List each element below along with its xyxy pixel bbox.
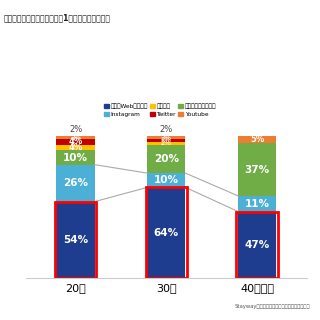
Text: 2%: 2% <box>161 140 172 146</box>
Text: 64%: 64% <box>154 228 179 238</box>
Text: 10%: 10% <box>63 153 88 163</box>
Bar <box>147 145 186 173</box>
Bar <box>57 136 95 139</box>
Bar <box>147 139 186 142</box>
Text: 54%: 54% <box>63 235 88 245</box>
Text: 2%: 2% <box>160 125 173 134</box>
Text: 旅行プランの参考情報として1番目に重視するもの: 旅行プランの参考情報として1番目に重視するもの <box>3 13 110 22</box>
Bar <box>238 143 276 196</box>
Bar <box>57 164 95 202</box>
Text: 20%: 20% <box>154 154 179 164</box>
Bar <box>238 136 276 143</box>
Bar <box>55 202 96 278</box>
Bar <box>57 145 95 150</box>
Bar <box>238 212 276 278</box>
Bar <box>147 173 186 188</box>
Text: 4%: 4% <box>68 143 83 152</box>
Bar <box>146 188 187 278</box>
Bar <box>147 188 186 278</box>
Text: 26%: 26% <box>63 178 88 188</box>
Bar <box>57 139 95 145</box>
Text: 10%: 10% <box>154 175 179 185</box>
Bar <box>147 142 186 145</box>
Text: 2%: 2% <box>161 138 172 143</box>
Text: 2%: 2% <box>161 135 172 140</box>
Legend: 旅行のWebメディア, Instagram, 旅行雑誌, Twitter, 友人・家族の口コミ, Youtube: 旅行のWebメディア, Instagram, 旅行雑誌, Twitter, 友人… <box>101 101 219 120</box>
Text: 2%: 2% <box>70 135 81 140</box>
Text: Stayway訪問ユーザーに対するアンケート結果: Stayway訪問ユーザーに対するアンケート結果 <box>235 304 310 309</box>
Text: 47%: 47% <box>244 240 270 250</box>
Text: 2%: 2% <box>69 125 82 134</box>
Bar <box>147 136 186 139</box>
Text: 11%: 11% <box>245 199 270 209</box>
Text: 37%: 37% <box>245 164 270 175</box>
Bar <box>57 202 95 278</box>
Bar <box>236 212 278 278</box>
Bar <box>57 150 95 164</box>
Text: 5%: 5% <box>250 135 264 144</box>
Text: まず重視する旅行のプランとして参考にする情報は、Webメディアが最多。
若者はSNSを重視する傾向が強まっている。: まず重視する旅行のプランとして参考にする情報は、Webメディアが最多。 若者はS… <box>3 47 161 61</box>
Text: 4%: 4% <box>68 137 83 146</box>
Bar <box>238 196 276 212</box>
